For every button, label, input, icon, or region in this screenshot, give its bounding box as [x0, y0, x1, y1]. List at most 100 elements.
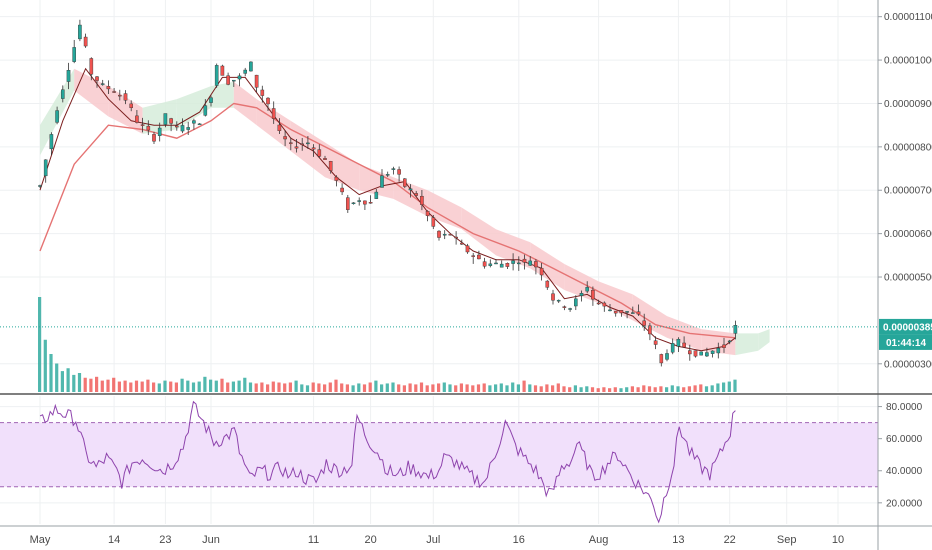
volume-bar	[465, 384, 469, 392]
volume-bar	[83, 377, 87, 392]
volume-bars	[38, 297, 737, 392]
candle-body	[123, 93, 128, 101]
volume-bar	[431, 384, 435, 392]
candle-body	[482, 261, 487, 267]
volume-bar	[163, 380, 167, 392]
candle-body	[157, 127, 162, 136]
volume-bar	[659, 386, 663, 392]
time-tick-label: 11	[308, 534, 319, 546]
candle-body	[551, 293, 555, 301]
candle-body	[585, 287, 589, 292]
volume-bar	[117, 381, 121, 392]
candle-body	[642, 320, 646, 326]
candle-body	[283, 136, 287, 140]
volume-bar	[437, 383, 441, 392]
candle-body	[186, 127, 191, 130]
candle-body	[397, 169, 401, 175]
candle-body	[289, 142, 293, 144]
ichimoku-cloud	[40, 68, 770, 356]
volume-bar	[334, 379, 338, 392]
cloud-segment	[176, 86, 211, 130]
candle-body	[596, 302, 601, 305]
volume-bar	[699, 384, 703, 392]
volume-bar	[653, 387, 657, 392]
candle-body	[220, 65, 225, 76]
candle-body	[300, 143, 305, 146]
candle-body	[192, 120, 196, 124]
volume-bar	[613, 387, 617, 392]
volume-bar	[499, 383, 503, 392]
volume-bar	[608, 388, 612, 392]
volume-bar	[704, 386, 709, 392]
candle-body	[619, 310, 624, 314]
cloud-segment	[325, 142, 360, 191]
price-tick-label: 0.00000500	[884, 273, 932, 284]
volume-bar	[152, 382, 156, 392]
candle-body	[591, 289, 595, 300]
candle-body	[260, 89, 265, 96]
candle-body	[414, 193, 419, 196]
volume-bar	[602, 387, 606, 392]
candle-body	[368, 202, 373, 204]
candle-body	[249, 61, 253, 72]
candle-body	[237, 75, 242, 80]
volume-bar	[169, 381, 173, 392]
volume-bar	[585, 386, 589, 392]
cloud-segment	[667, 316, 702, 351]
candle-body	[448, 234, 453, 236]
cloud-segment	[108, 86, 143, 134]
candle-body	[705, 352, 709, 357]
candle-body	[311, 147, 316, 150]
price-tick-label: 0.00000700	[884, 186, 932, 197]
volume-bar	[203, 376, 207, 392]
volume-bar	[226, 382, 230, 392]
volume-bar	[243, 377, 247, 392]
volume-bar	[180, 378, 184, 392]
candle-body	[574, 298, 578, 307]
candle-body	[243, 69, 248, 74]
volume-bar	[362, 384, 367, 392]
candle-body	[442, 234, 447, 236]
volume-bar	[140, 381, 144, 392]
candle-body	[43, 159, 48, 177]
volume-bar	[89, 378, 93, 392]
price-tick-label: 0.00000900	[884, 99, 932, 110]
volume-bar	[248, 382, 253, 392]
candle-body	[38, 185, 42, 187]
cloud-segment	[290, 120, 325, 178]
volume-bar	[528, 384, 532, 392]
candle-body	[163, 113, 168, 125]
candle-body	[106, 86, 111, 90]
candle-body	[169, 118, 173, 124]
volume-bar	[186, 380, 190, 392]
candle-body	[277, 124, 282, 131]
time-axis[interactable]: May 14 23 Jun 11 20 Jul 16 Aug 13 22 Sep 10	[30, 534, 845, 546]
volume-bar	[43, 339, 47, 392]
price-axis[interactable]: 0.00001100 0.00001000 0.00000900 0.00000800…	[878, 12, 932, 370]
candle-body	[454, 236, 458, 239]
volume-bar	[66, 368, 70, 392]
volume-bar	[471, 385, 475, 392]
volume-bar	[716, 383, 720, 392]
volume-bar	[505, 385, 509, 392]
volume-bar	[328, 382, 332, 392]
candle-body	[431, 217, 436, 227]
volume-bar	[556, 383, 560, 392]
volume-bar	[220, 378, 224, 392]
candle-body	[608, 309, 612, 312]
candle-body	[317, 149, 322, 157]
volume-bar	[488, 385, 492, 392]
volume-bar	[266, 384, 270, 392]
cloud-segment	[735, 333, 759, 356]
rsi-axis[interactable]: 80.0000 60.0000 40.0000 20.0000	[878, 402, 923, 509]
candle-body	[100, 83, 105, 85]
volume-bar	[522, 380, 526, 392]
candle-body	[380, 175, 384, 188]
candle-body	[465, 245, 470, 253]
volume-bar	[590, 387, 595, 392]
volume-bar	[545, 384, 549, 392]
candle-body	[83, 36, 88, 47]
cloud-segment	[359, 164, 394, 199]
